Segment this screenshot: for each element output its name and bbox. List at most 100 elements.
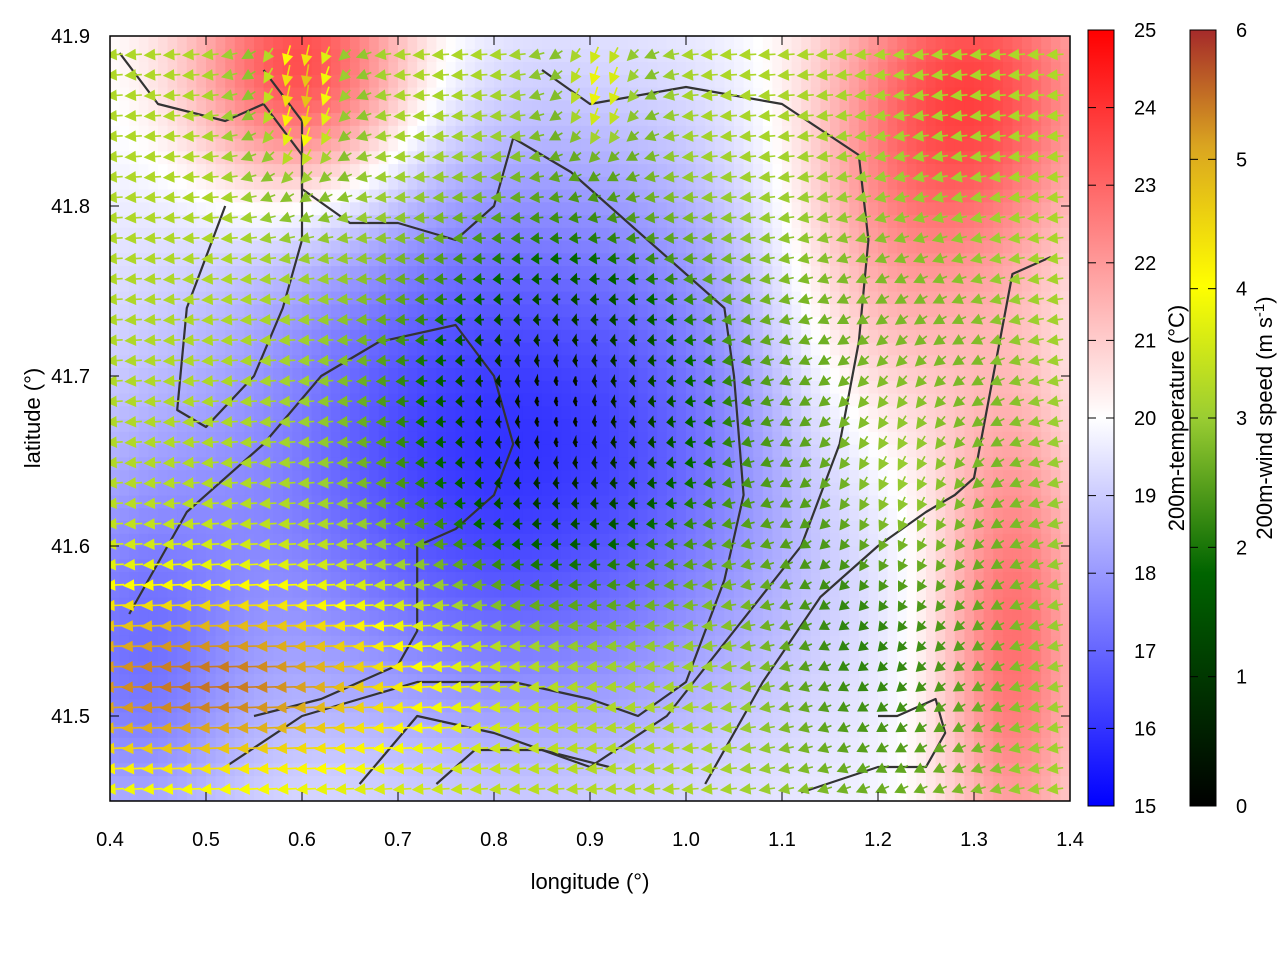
heat-cell — [638, 558, 649, 573]
heat-cell — [743, 648, 754, 662]
heat-cell — [743, 342, 754, 356]
heat-cell — [311, 150, 322, 165]
heat-cell — [474, 750, 485, 764]
heat-cell — [282, 278, 293, 292]
heat-cell — [647, 750, 658, 764]
heat-cell — [734, 622, 745, 636]
heat-cell — [705, 788, 716, 801]
heat-cell — [695, 61, 706, 75]
heat-cell — [158, 584, 169, 598]
heat-cell — [234, 405, 245, 420]
heat-cell — [138, 329, 149, 343]
heat-cell — [868, 240, 879, 254]
heat-cell — [830, 558, 841, 573]
heat-cell — [148, 342, 159, 356]
heat-cell — [167, 265, 178, 279]
heat-cell — [503, 558, 514, 573]
heat-cell — [282, 405, 293, 420]
heat-cell — [225, 597, 236, 611]
heat-cell — [762, 278, 773, 292]
heat-cell — [398, 469, 409, 483]
heat-cell — [129, 571, 140, 585]
heat-cell — [858, 342, 869, 356]
heat-cell — [215, 329, 226, 343]
heat-cell — [849, 176, 860, 190]
heat-cell — [244, 724, 255, 738]
heat-cell — [762, 367, 773, 381]
heat-cell — [369, 418, 380, 432]
heat-cell — [455, 482, 466, 496]
heat-cell — [743, 609, 754, 624]
heat-cell — [206, 750, 217, 764]
heat-cell — [570, 61, 581, 75]
heat-cell — [599, 635, 610, 649]
heat-cell — [426, 99, 437, 114]
heat-cell — [148, 265, 159, 279]
heat-cell — [273, 150, 284, 165]
heat-cell — [407, 571, 418, 585]
heat-cell — [628, 444, 639, 458]
heat-cell — [868, 584, 879, 598]
heat-cell — [705, 380, 716, 394]
heat-cell — [868, 686, 879, 700]
heat-cell — [542, 635, 553, 649]
heat-cell — [273, 303, 284, 318]
heat-cell — [532, 546, 543, 560]
heat-cell — [129, 444, 140, 458]
heat-cell — [590, 609, 601, 624]
heat-cell — [167, 342, 178, 356]
heat-cell — [542, 507, 553, 522]
heat-cell — [580, 278, 591, 292]
heat-cell — [215, 316, 226, 330]
heat-cell — [129, 775, 140, 789]
heat-cell — [542, 660, 553, 675]
heat-cell — [503, 495, 514, 509]
heat-cell — [772, 622, 783, 636]
heat-cell — [138, 571, 149, 585]
heat-cell — [513, 546, 524, 560]
heat-cell — [158, 265, 169, 279]
heat-cell — [359, 788, 370, 801]
heat-cell — [129, 138, 140, 152]
heat-cell — [446, 87, 457, 101]
heat-cell — [350, 125, 361, 139]
heat-cell — [762, 775, 773, 789]
heat-cell — [522, 112, 533, 126]
heat-cell — [897, 571, 908, 585]
heat-cell — [638, 699, 649, 713]
heat-cell — [417, 176, 428, 190]
heat-cell — [820, 74, 831, 88]
heat-cell — [868, 354, 879, 369]
heat-cell — [465, 99, 476, 114]
heat-cell — [446, 138, 457, 152]
heat-cell — [446, 456, 457, 471]
heat-cell — [407, 176, 418, 190]
heat-cell — [350, 750, 361, 764]
heat-cell — [676, 265, 687, 279]
heat-cell — [388, 201, 399, 216]
heat-cell — [177, 584, 188, 598]
heat-cell — [887, 265, 898, 279]
heat-cell — [503, 520, 514, 534]
heat-cell — [138, 520, 149, 534]
heat-cell — [762, 609, 773, 624]
heat-cell — [810, 431, 821, 445]
heat-cell — [830, 112, 841, 126]
heat-cell — [695, 252, 706, 267]
heat-cell — [177, 648, 188, 662]
heat-cell — [830, 87, 841, 101]
heat-cell — [436, 99, 447, 114]
heat-cell — [522, 36, 533, 50]
heat-cell — [503, 609, 514, 624]
heat-cell — [484, 686, 495, 700]
heat-cell — [858, 546, 869, 560]
heat-cell — [618, 724, 629, 738]
heat-cell — [714, 418, 725, 432]
heat-cell — [148, 201, 159, 216]
heat-cell — [618, 660, 629, 675]
heat-cell — [580, 711, 591, 726]
heat-cell — [791, 303, 802, 318]
heat-cell — [292, 112, 303, 126]
heat-cell — [638, 36, 649, 50]
heat-cell — [772, 571, 783, 585]
